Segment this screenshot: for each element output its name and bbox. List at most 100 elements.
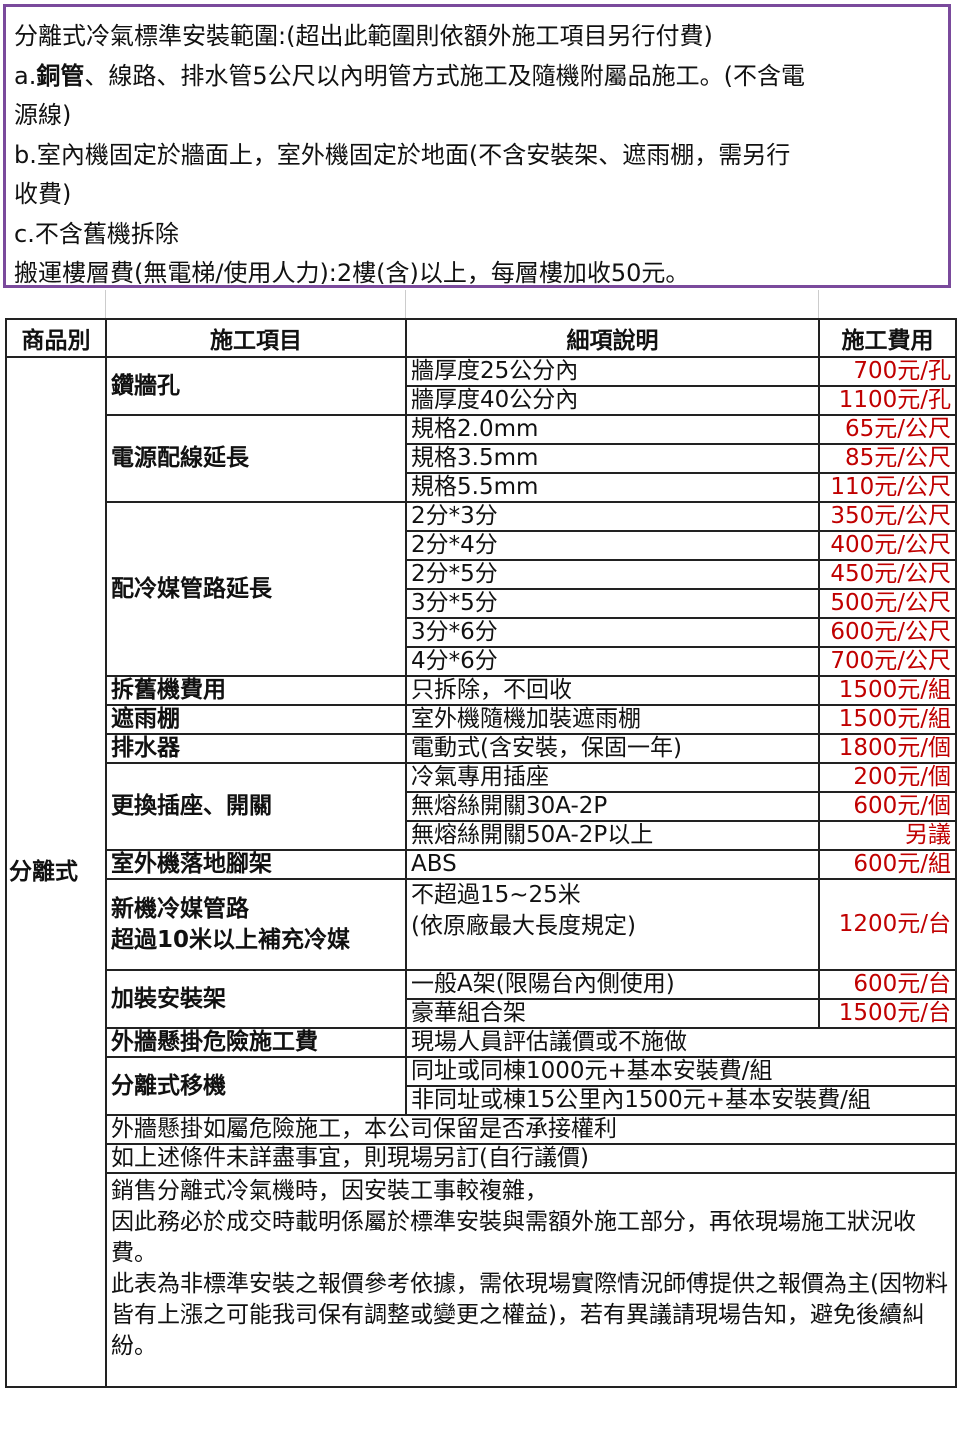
- scope-line-a: a.銅管、線路、排水管5公尺以內明管方式施工及隨機附屬品施工。(不含電: [14, 57, 942, 97]
- price-cell: 65元/公尺: [818, 414, 957, 445]
- price-cell: 1500元/台: [818, 998, 957, 1029]
- table-row: 室外機落地腳架 ABS 600元/組: [6, 849, 957, 880]
- table-row: 如上述條件未詳盡事宜，則現場另訂(自行議價): [6, 1143, 957, 1174]
- item-cell: 更換插座、開關: [105, 762, 407, 851]
- table-row: 排水器 電動式(含安裝，保固一年) 1800元/個: [6, 733, 957, 764]
- detail-cell: 電動式(含安裝，保固一年): [405, 733, 820, 764]
- detail-cell: 無熔絲開關30A-2P: [405, 791, 820, 822]
- price-cell: 500元/公尺: [818, 588, 957, 619]
- final-note-line: 此表為非標準安裝之報價參考依據，需依現場實際情況師傅提供之報價為主(因物料皆有上…: [111, 1271, 948, 1359]
- final-note-cell: 銷售分離式冷氣機時，因安裝工事較複雜， 因此務必於成交時載明係屬於標準安裝與需額…: [105, 1172, 957, 1388]
- standard-scope-box: 分離式冷氣標準安裝範圍:(超出此範圍則依額外施工項目另行付費) a.銅管、線路、…: [3, 4, 951, 288]
- table-row: 3分*6分 600元/公尺: [6, 617, 957, 648]
- table-row: 電源配線延長 規格2.0mm 65元/公尺: [6, 414, 957, 503]
- fee-table: 商品別 施工項目 細項說明 施工費用 分離式 鑽牆孔 牆厚度25公分內 700元…: [5, 318, 957, 1388]
- item-line: 超過10米以上補充冷媒: [111, 926, 351, 953]
- gridline: [105, 290, 106, 318]
- scope-a-bold: 銅管: [36, 61, 85, 90]
- item-cell: 拆舊機費用: [105, 675, 407, 706]
- price-cell: 1100元/孔: [818, 385, 957, 416]
- table-row: 外牆懸掛如屬危險施工，本公司保留是否承接權利: [6, 1114, 957, 1145]
- item-cell: 分離式移機: [105, 1056, 407, 1116]
- final-note-line: 因此務必於成交時載明係屬於標準安裝與需額外施工部分，再依現場施工狀況收費。: [111, 1209, 916, 1266]
- table-row: 2分*5分 450元/公尺: [6, 559, 957, 590]
- detail-cell: 2分*5分: [405, 559, 820, 590]
- price-cell: 600元/個: [818, 791, 957, 822]
- price-cell: 400元/公尺: [818, 530, 957, 561]
- gridline: [818, 290, 819, 318]
- scope-line-b: b.室內機固定於牆面上，室外機固定於地面(不含安裝架、遮雨棚，需另行: [14, 140, 791, 169]
- detail-cell: 3分*5分: [405, 588, 820, 619]
- price-cell: 700元/公尺: [818, 646, 957, 677]
- detail-cell: 一般A架(限陽台內側使用): [405, 969, 820, 1000]
- table-row: 無熔絲開關30A-2P 600元/個: [6, 791, 957, 822]
- price-cell: 110元/公尺: [818, 472, 957, 503]
- table-row: 外牆懸掛危險施工費 現場人員評估議價或不施做: [6, 1027, 957, 1058]
- scope-a-prefix: a.: [14, 61, 37, 90]
- table-row: 新機冷媒管路 超過10米以上補充冷媒 不超過15~25米 (依原廠最大長度規定) 1…: [6, 878, 957, 971]
- detail-cell: 規格2.0mm: [405, 414, 820, 445]
- table-row: 規格3.5mm 85元/公尺: [6, 443, 957, 474]
- detail-cell: 豪華組合架: [405, 998, 820, 1029]
- price-cell: 600元/公尺: [818, 617, 957, 648]
- detail-cell: 規格3.5mm: [405, 443, 820, 474]
- detail-cell: 2分*4分: [405, 530, 820, 561]
- table-row: 2分*4分 400元/公尺: [6, 530, 957, 561]
- gridline: [405, 290, 406, 318]
- detail-cell: 4分*6分: [405, 646, 820, 677]
- detail-cell: 規格5.5mm: [405, 472, 820, 503]
- header-price: 施工費用: [818, 318, 957, 358]
- note-cell: 外牆懸掛如屬危險施工，本公司保留是否承接權利: [105, 1114, 957, 1145]
- detail-cell: 室外機隨機加裝遮雨棚: [405, 704, 820, 735]
- table-row: 無熔絲開關50A-2P以上 另議: [6, 820, 957, 851]
- scope-a-rest: 、線路、排水管5公尺以內明管方式施工及隨機附屬品施工。(不含電: [84, 61, 805, 90]
- detail-cell: 非同址或棟15公里內1500元+基本安裝費/組: [405, 1085, 957, 1116]
- detail-line: (依原廠最大長度規定): [411, 913, 636, 939]
- detail-cell: 無熔絲開關50A-2P以上: [405, 820, 820, 851]
- item-cell: 外牆懸掛危險施工費: [105, 1027, 407, 1058]
- table-row: 牆厚度40公分內 1100元/孔: [6, 385, 957, 416]
- table-row: 規格5.5mm 110元/公尺: [6, 472, 957, 503]
- price-cell: 另議: [818, 820, 957, 851]
- header-detail: 細項說明: [405, 318, 820, 358]
- detail-cell: 同址或同棟1000元+基本安裝費/組: [405, 1056, 957, 1087]
- item-cell: 遮雨棚: [105, 704, 407, 735]
- detail-cell: 牆厚度25公分內: [405, 356, 820, 387]
- detail-cell: 現場人員評估議價或不施做: [405, 1027, 957, 1058]
- table-row: 分離式 鑽牆孔 牆厚度25公分內 700元/孔: [5, 356, 957, 1388]
- item-cell: 排水器: [105, 733, 407, 764]
- scope-title: 分離式冷氣標準安裝範圍:(超出此範圍則依額外施工項目另行付費): [14, 22, 713, 50]
- header-item: 施工項目: [105, 318, 407, 358]
- table-row: 加裝安裝架 一般A架(限陽台內側使用) 600元/台: [6, 969, 957, 1029]
- detail-cell: 冷氣專用插座: [405, 762, 820, 793]
- price-cell: 200元/個: [818, 762, 957, 793]
- detail-cell: 3分*6分: [405, 617, 820, 648]
- price-cell: 1500元/組: [818, 675, 957, 706]
- final-note-line: 銷售分離式冷氣機時，因安裝工事較複雜，: [111, 1178, 548, 1204]
- note-cell: 如上述條件未詳盡事宜，則現場另訂(自行議價): [105, 1143, 957, 1174]
- price-cell: 85元/公尺: [818, 443, 957, 474]
- table-row: 拆舊機費用 只拆除，不回收 1500元/組: [6, 675, 957, 706]
- detail-cell: ABS: [405, 849, 820, 880]
- item-cell: 電源配線延長: [105, 414, 407, 503]
- table-row: 更換插座、開關 冷氣專用插座 200元/個: [6, 762, 957, 851]
- item-cell: 新機冷媒管路超過10米以上補充冷媒: [105, 878, 407, 971]
- scope-line-a-cont: 源線): [14, 101, 72, 129]
- category-cell: 分離式: [5, 356, 107, 1388]
- item-line: 新機冷媒管路: [111, 895, 249, 922]
- price-cell: 1500元/組: [818, 704, 957, 735]
- table-row: 3分*5分 500元/公尺: [6, 588, 957, 619]
- table-row: 豪華組合架 1500元/台: [6, 998, 957, 1029]
- scope-line-d: 搬運樓層費(無電梯/使用人力):2樓(含)以上，每層樓加收50元。: [14, 259, 690, 287]
- scope-line-c: c.不含舊機拆除: [14, 219, 179, 248]
- scope-line-b-cont: 收費): [14, 180, 72, 208]
- price-cell: 600元/台: [818, 969, 957, 1000]
- item-cell: 加裝安裝架: [105, 969, 407, 1029]
- detail-cell: 只拆除，不回收: [405, 675, 820, 706]
- table-row: 配冷媒管路延長 2分*3分 350元/公尺: [6, 501, 957, 677]
- price-cell: 350元/公尺: [818, 501, 957, 532]
- item-cell: 室外機落地腳架: [105, 849, 407, 880]
- table-header: 商品別 施工項目 細項說明 施工費用: [5, 318, 957, 358]
- price-cell: 450元/公尺: [818, 559, 957, 590]
- table-row: 遮雨棚 室外機隨機加裝遮雨棚 1500元/組: [6, 704, 957, 735]
